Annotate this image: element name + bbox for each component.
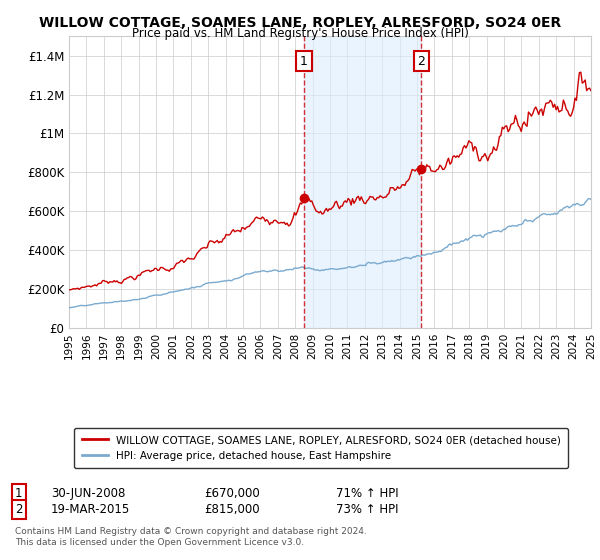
Text: Contains HM Land Registry data © Crown copyright and database right 2024.: Contains HM Land Registry data © Crown c…	[15, 528, 367, 536]
Text: Price paid vs. HM Land Registry's House Price Index (HPI): Price paid vs. HM Land Registry's House …	[131, 27, 469, 40]
Text: 2: 2	[15, 503, 23, 516]
Text: 73% ↑ HPI: 73% ↑ HPI	[336, 503, 398, 516]
Bar	[304, 36, 421, 328]
Text: 19-MAR-2015: 19-MAR-2015	[51, 503, 130, 516]
Text: WILLOW COTTAGE, SOAMES LANE, ROPLEY, ALRESFORD, SO24 0ER: WILLOW COTTAGE, SOAMES LANE, ROPLEY, ALR…	[39, 16, 561, 30]
Text: £670,000: £670,000	[204, 487, 260, 501]
Text: This data is licensed under the Open Government Licence v3.0.: This data is licensed under the Open Gov…	[15, 538, 304, 547]
Text: 2: 2	[418, 55, 425, 68]
Text: 1: 1	[300, 55, 308, 68]
Text: 71% ↑ HPI: 71% ↑ HPI	[336, 487, 398, 501]
Legend: WILLOW COTTAGE, SOAMES LANE, ROPLEY, ALRESFORD, SO24 0ER (detached house), HPI: : WILLOW COTTAGE, SOAMES LANE, ROPLEY, ALR…	[74, 428, 568, 468]
Text: £815,000: £815,000	[204, 503, 260, 516]
Text: 30-JUN-2008: 30-JUN-2008	[51, 487, 125, 501]
Text: 1: 1	[15, 487, 23, 501]
